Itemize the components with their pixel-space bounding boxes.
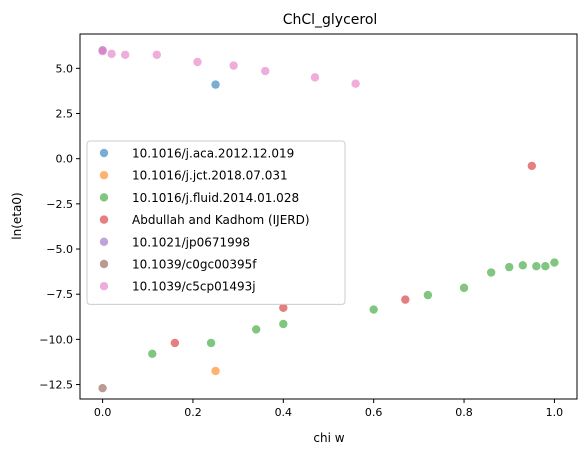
x-tick-label: 0.2 [184,406,202,419]
data-point [261,66,270,76]
legend-marker [99,237,109,246]
data-point [279,303,288,312]
data-point [98,46,107,56]
chart-title: ChCl_glycerol [283,12,378,28]
plot-frame [79,33,578,400]
data-point [486,268,496,277]
data-point [170,338,180,348]
x-tick-label: 0.6 [365,406,383,419]
data-point [505,262,514,272]
data-point [229,61,238,70]
x-tick-label: 0.0 [94,406,112,419]
y-tick-label: −7.5 [46,288,73,301]
y-axis-ticks: −12.5 −10.0 −7.5 −5.0 −2.5 0.0 2.5 5.0 [39,62,80,392]
data-point [148,349,157,359]
data-point [98,383,107,393]
data-point [550,258,559,267]
legend-label: 10.1039/c5cp01493j [132,280,256,294]
data-point [459,283,469,293]
x-axis-label: chi w [313,431,344,445]
data-point [369,305,378,314]
y-axis-label: ln(eta0) [10,192,24,239]
data-point [351,79,360,88]
y-tick-label: 2.5 [56,108,74,121]
legend-marker [99,171,109,180]
legend-marker [99,215,109,224]
y-tick-label: 5.0 [56,62,74,75]
data-point [310,73,320,82]
y-tick-label: −2.5 [46,198,73,211]
data-point [423,290,433,300]
data-point [252,325,261,334]
x-tick-label: 1.0 [546,406,564,419]
legend-label: 10.1021/jp0671998 [132,235,250,249]
y-tick-label: −5.0 [46,243,73,256]
x-axis-ticks: 0.0 0.2 0.4 0.6 0.8 1.0 [94,399,563,419]
legend-label: 10.1016/j.jct.2018.07.031 [132,169,288,183]
y-tick-label: −12.5 [39,379,73,392]
x-tick-label: 0.8 [455,406,473,419]
legend-marker [99,259,109,269]
legend-marker [99,282,109,291]
data-point [527,161,537,171]
data-point [152,50,162,59]
data-point [211,366,220,376]
data-point [193,57,202,67]
legend-marker [99,148,109,158]
legend-label: Abdullah and Kadhom (IJERD) [132,213,310,227]
legend-label: 10.1016/j.aca.2012.12.019 [132,147,294,161]
legend-label: 10.1016/j.fluid.2014.01.028 [132,191,299,205]
legend: 10.1016/j.aca.2012.12.019 10.1016/j.jct.2… [86,140,346,305]
y-tick-label: −10.0 [39,333,73,346]
data-point [206,338,216,348]
legend-marker [99,193,109,202]
y-tick-label: 0.0 [56,153,74,166]
legend-box [86,140,346,305]
data-point [518,261,527,270]
data-point [120,50,130,59]
data-point [541,261,550,271]
data-point [211,80,220,89]
data-point [401,295,410,304]
data-point [532,261,541,271]
legend-label: 10.1039/c0gc00395f [132,258,257,272]
data-point [279,319,288,329]
x-tick-label: 0.4 [275,406,293,419]
plot-marks [98,46,559,393]
data-point [107,49,116,59]
